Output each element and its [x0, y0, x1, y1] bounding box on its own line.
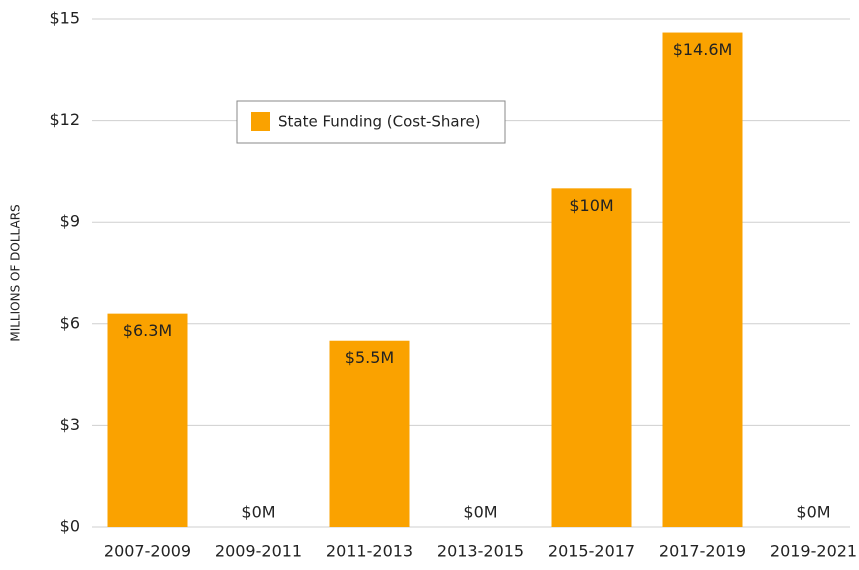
data-label: $0M — [241, 503, 275, 522]
y-tick-label: $3 — [60, 415, 80, 434]
data-label: $6.3M — [123, 321, 172, 340]
data-label: $0M — [796, 503, 830, 522]
x-tick-label: 2019-2021 — [770, 542, 857, 561]
x-tick-label: 2011-2013 — [326, 542, 413, 561]
y-tick-label: $0 — [60, 517, 80, 536]
legend-label: State Funding (Cost-Share) — [278, 113, 481, 131]
y-tick-label: $15 — [49, 9, 80, 28]
y-axis-title: MILLIONS OF DOLLARS — [9, 204, 23, 341]
x-tick-label: 2017-2019 — [659, 542, 746, 561]
bar — [107, 313, 188, 527]
legend-box — [236, 100, 506, 144]
bar — [662, 32, 743, 528]
x-tick-label: 2007-2009 — [104, 542, 191, 561]
y-tick-label: $12 — [49, 110, 80, 129]
legend-swatch — [251, 112, 270, 131]
y-tick-label: $6 — [60, 313, 80, 332]
x-tick-label: 2013-2015 — [437, 542, 524, 561]
bar — [551, 188, 632, 528]
data-label: $10M — [569, 196, 613, 215]
x-tick-label: 2009-2011 — [215, 542, 302, 561]
x-tick-label: 2015-2017 — [548, 542, 635, 561]
data-label: $0M — [463, 503, 497, 522]
data-label: $14.6M — [673, 40, 733, 59]
data-label: $5.5M — [345, 348, 394, 367]
y-tick-label: $9 — [60, 212, 80, 231]
bar — [329, 340, 410, 527]
